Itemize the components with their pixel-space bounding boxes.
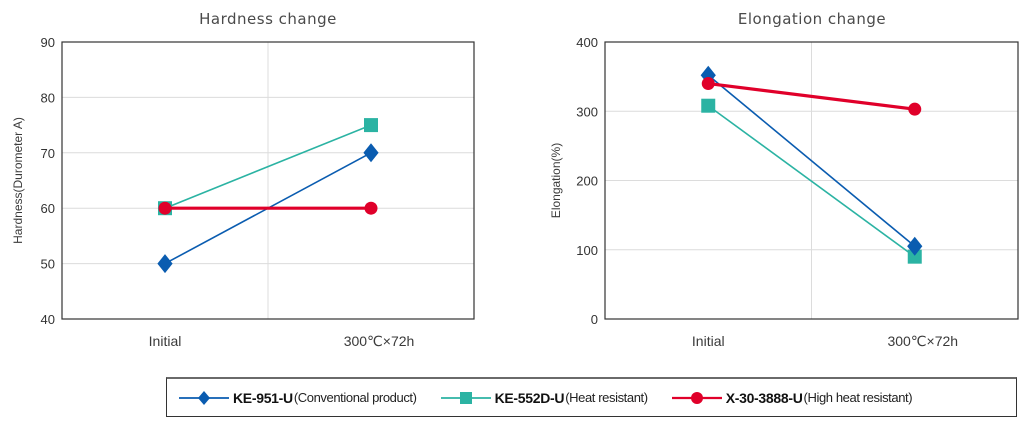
- data-point-square: [907, 249, 922, 264]
- data-point-diamond: [157, 254, 173, 274]
- x-tick-label: 300℃×72h: [344, 333, 415, 349]
- legend: KE-951-U (Conventional product) KE-552D-…: [166, 377, 1017, 417]
- data-point-diamond: [907, 236, 923, 256]
- y-tick-label: 400: [576, 35, 598, 50]
- series-ke-552d-u: [701, 98, 922, 264]
- legend-marker: [198, 390, 210, 405]
- data-point-circle: [158, 201, 172, 215]
- elongation-chart: Elongation change 0 100 200 300 400 Initial 300…: [549, 10, 1019, 349]
- charts-canvas: Hardness change 40 50 60 70 80 90 Initial 300℃×7…: [11, 10, 1019, 349]
- y-tick-label: 40: [41, 312, 55, 327]
- y-tick-label: 70: [41, 146, 55, 161]
- y-tick-label: 300: [576, 104, 598, 119]
- data-point-diamond: [363, 143, 379, 163]
- x-tick-label: 300℃×72h: [887, 333, 958, 349]
- y-tick-label: 80: [41, 90, 55, 105]
- series-line: [707, 105, 916, 258]
- series-line: [708, 81, 915, 111]
- data-point-square: [364, 118, 378, 133]
- y-tick-label: 100: [576, 243, 598, 258]
- legend-desc: (High heat resistant): [803, 390, 913, 405]
- legend-circle-marker-icon: [671, 391, 722, 404]
- legend-item-ke-951-u: KE-951-U (Conventional product): [179, 390, 417, 406]
- y-tick-label: 90: [41, 35, 55, 50]
- legend-name: X-30-3888-U: [725, 389, 803, 406]
- x-tick-label: Initial: [692, 333, 725, 349]
- legend-name: KE-552D-U: [494, 389, 565, 406]
- legend-item-x-30-3888-u: X-30-3888-U (High heat resistant): [671, 389, 913, 406]
- hardness-chart: Hardness change 40 50 60 70 80 90 Initial 300℃×7…: [11, 10, 475, 349]
- chart-title: Hardness change: [199, 10, 337, 28]
- series-x-30-3888-u: [701, 77, 922, 116]
- data-point-circle: [701, 77, 715, 91]
- legend-desc: (Heat resistant): [565, 390, 648, 405]
- data-point-circle: [908, 102, 922, 116]
- legend-marker: [690, 391, 703, 404]
- data-point-square: [701, 98, 716, 113]
- y-tick-label: 50: [41, 257, 55, 272]
- plot-frame: [61, 41, 475, 320]
- legend-diamond-marker-icon: [179, 390, 229, 405]
- y-tick-label: 200: [576, 174, 598, 189]
- series-line: [164, 124, 372, 209]
- chart-title: Elongation change: [738, 10, 886, 28]
- series-ke-951-u: [700, 65, 923, 256]
- series-line: [707, 74, 916, 247]
- y-tick-label: 60: [41, 201, 55, 216]
- legend-square-marker-icon: [440, 391, 491, 404]
- legend-name: KE-951-U: [233, 389, 293, 406]
- y-axis-label: Hardness(Durometer A): [11, 117, 25, 244]
- legend-marker: [459, 391, 472, 404]
- series-x-30-3888-u: [158, 201, 378, 215]
- y-tick-label: 0: [591, 312, 598, 327]
- y-axis-label: Elongation(%): [549, 143, 563, 218]
- legend-desc: (Conventional product): [293, 390, 417, 405]
- x-tick-label: Initial: [149, 333, 182, 349]
- legend-item-ke-552d-u: KE-552D-U (Heat resistant): [440, 389, 648, 406]
- plot-frame: [604, 41, 1019, 320]
- data-point-circle: [364, 201, 378, 215]
